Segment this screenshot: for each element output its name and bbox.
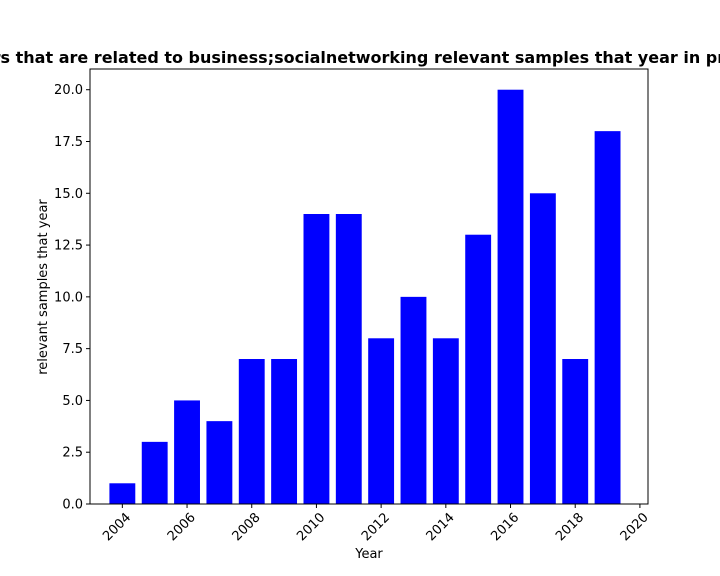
y-tick-label: 20.0 <box>54 83 83 98</box>
chart-title: Papers that are related to business;soci… <box>0 48 720 67</box>
y-axis-ticks: 0.0 2.5 5.0 7.5 10.0 12.5 15.0 17.5 20.0 <box>54 83 90 513</box>
bar-2019 <box>594 131 621 504</box>
bar-2018 <box>562 359 589 504</box>
bar-2005 <box>141 441 168 504</box>
bar-2009 <box>271 359 298 504</box>
bar-2017 <box>529 193 556 505</box>
y-axis-label: relevant samples that year <box>36 199 51 375</box>
y-tick-label: 0.0 <box>62 498 83 513</box>
bar-2014 <box>432 338 459 504</box>
bar-2004 <box>109 483 136 504</box>
y-tick-label: 5.0 <box>62 394 83 409</box>
y-tick-label: 10.0 <box>54 290 83 305</box>
bar-2008 <box>238 359 265 504</box>
x-axis-label: Year <box>354 547 383 562</box>
y-tick-label: 2.5 <box>62 446 83 461</box>
bar-2016 <box>497 89 524 505</box>
bar-2011 <box>335 214 362 504</box>
bars-group <box>109 89 621 505</box>
plot-frame <box>89 68 649 505</box>
bar-2007 <box>206 421 233 504</box>
y-tick-label: 17.5 <box>54 135 83 150</box>
bar-2012 <box>368 338 395 504</box>
bar-2015 <box>465 234 492 504</box>
y-tick-label: 7.5 <box>62 342 83 357</box>
y-tick-label: 12.5 <box>54 239 83 254</box>
bar-2006 <box>174 400 200 504</box>
bar-2013 <box>400 296 427 504</box>
bar-2010 <box>303 214 330 504</box>
y-tick-label: 15.0 <box>54 187 83 202</box>
